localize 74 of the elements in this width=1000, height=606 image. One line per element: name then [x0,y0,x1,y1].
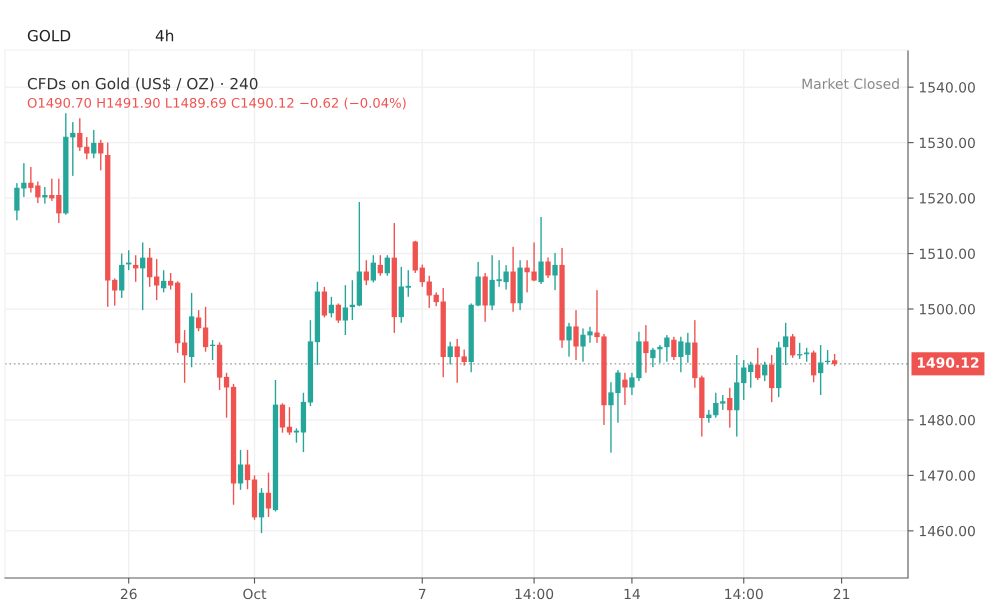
candlestick [810,350,816,383]
candlestick [322,286,328,318]
x-tick-label: 21 [834,588,850,599]
candlestick [545,256,551,279]
y-tick-label: 1530.00 [920,138,975,148]
candlestick [769,354,774,403]
candlestick [552,252,558,291]
text: O1490.70 H1491.90 L1489.69 C1490.12 −0.62 (−0.04%) [28,98,406,110]
candlestick [524,260,530,294]
candlestick [643,324,649,374]
candlestick [587,326,593,344]
candlestick [266,472,272,518]
candlestick [280,402,286,434]
candlestick [573,309,579,361]
y-tick-label: 1540.00 [920,82,975,93]
candlestick [818,344,824,396]
candlestick [538,216,544,285]
candlestick [622,372,628,406]
candlestick [790,333,796,359]
candlestick [294,428,300,444]
y-tick-label: 1500.00 [920,304,975,314]
y-tick-label: 1460.00 [920,526,975,536]
candlestick [286,406,292,436]
candlestick [448,341,453,366]
candlestick [783,322,788,366]
x-tick-label: 26 [120,588,137,600]
candlestick [664,334,670,362]
candlestick [364,260,369,286]
y-tick-label: 1480.00 [920,414,975,426]
y-tick-label: 1510.00 [920,248,975,260]
y-tick-label: 1470.00 [920,470,975,481]
candlestick [224,372,230,418]
annotation: Market Closed [802,78,899,90]
candlestick [650,347,656,368]
candlestick [370,254,376,284]
candlestick [608,382,614,454]
x-tick-label: 14 [624,588,640,599]
ref-line-label: 1490.12 [918,357,978,368]
candlestick [161,269,166,294]
candlestick [594,289,600,344]
candlestick [328,296,334,318]
candlestick [98,139,104,172]
text: 4h [156,30,174,42]
candlestick [378,254,383,276]
candlestick [336,302,342,324]
candlestick [210,339,216,361]
candlestick [832,353,838,367]
candlestick [531,242,537,282]
candlestick [755,347,760,381]
x-tick-label: 14:00 [516,588,554,600]
candlestick [91,129,96,159]
text: GOLD [28,30,70,42]
candlestick [615,369,621,424]
x-tick-label: 14:00 [725,588,763,600]
candlestick [133,254,138,283]
candlestick [244,449,250,490]
candlestick [342,284,348,336]
candlestick [762,361,768,382]
candlestick [238,449,244,491]
candlestick [657,344,663,364]
candlestick [258,487,264,534]
x-tick-label: Oct [243,588,266,600]
x-tick-label: 7 [418,588,426,599]
candlestick [384,254,390,276]
candlestick [727,387,732,428]
candlestick [42,186,48,204]
y-tick-label: 1520.00 [920,193,975,204]
candlestick [629,372,635,396]
candlestick [140,242,146,311]
candlestick [671,336,677,361]
candlestick [126,250,132,271]
text: CFDs on Gold (US$ / OZ) · 240 [28,78,258,92]
candlestick [580,328,586,362]
candlestick [566,322,572,358]
